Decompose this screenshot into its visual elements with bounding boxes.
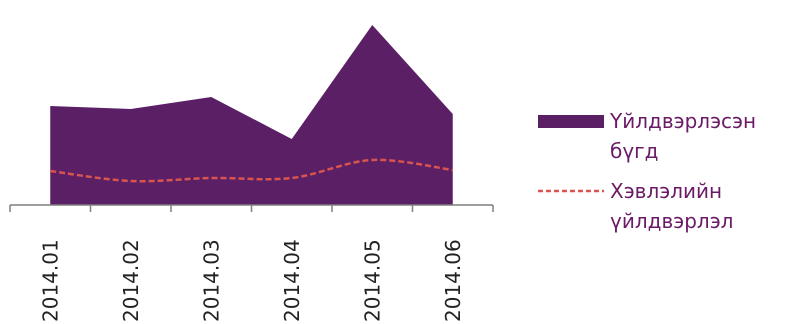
x-tick-label: 2014.02 [119, 239, 143, 322]
line-series-path [50, 158, 453, 183]
legend-label-area: Үйлдвэрлэсэн бүгд [610, 109, 757, 163]
area-series-shape [50, 25, 453, 205]
x-tick-label: 2014.04 [280, 239, 304, 322]
x-tick-label: 2014.03 [199, 239, 223, 322]
legend-item-area: Үйлдвэрлэсэн бүгд [538, 106, 783, 166]
legend-label-line: Хэвлэлийн үйлдвэрлэл [610, 179, 734, 233]
legend-swatch-line [538, 176, 610, 206]
legend-swatch-area [538, 106, 610, 136]
x-tick-label: 2014.06 [441, 239, 465, 322]
legend-item-line: Хэвлэлийн үйлдвэрлэл [538, 176, 783, 236]
legend: Үйлдвэрлэсэн бүгд Хэвлэлийн үйлдвэрлэл [538, 106, 783, 246]
x-tick-label: 2014.05 [360, 239, 384, 322]
x-tick-label: 2014.01 [38, 239, 62, 322]
